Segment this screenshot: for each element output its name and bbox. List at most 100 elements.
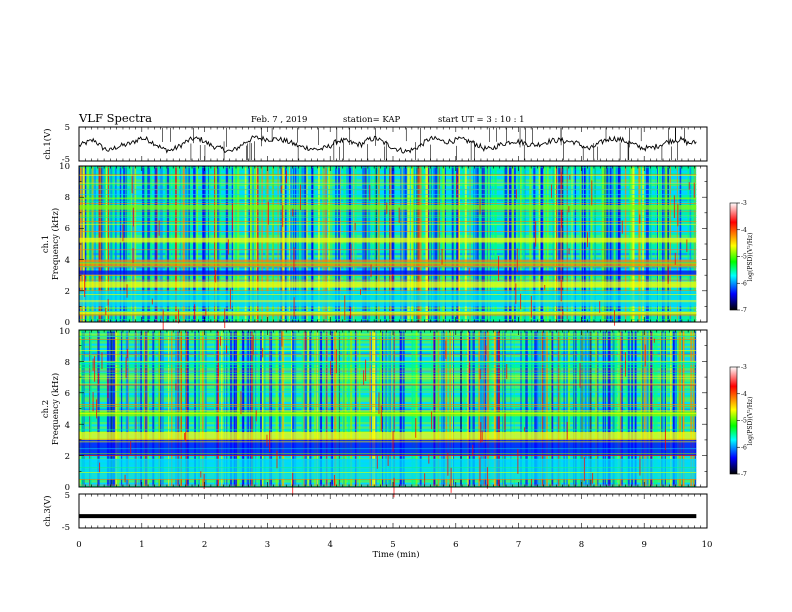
spectrogram-row	[79, 308, 697, 312]
spectrogram-column	[693, 166, 695, 322]
spectrogram-streak	[126, 284, 128, 298]
spectrogram-column	[391, 166, 394, 322]
spectrogram-column	[544, 330, 546, 487]
spectrogram-column	[216, 330, 218, 487]
spectrogram-column	[277, 166, 279, 322]
spectrogram-column	[114, 330, 118, 487]
ch2-ytick-2: 2	[65, 452, 70, 462]
spectrogram-column	[666, 330, 668, 487]
ch1-ytick-0: 0	[65, 318, 70, 328]
spectrogram-row	[79, 179, 697, 182]
spectrogram-column	[198, 330, 200, 487]
spectrogram-streak	[677, 204, 679, 227]
spectrogram-streak	[614, 310, 616, 326]
spectrogram-column	[305, 330, 307, 487]
spectrogram-column	[337, 330, 340, 487]
spectrogram-column	[646, 330, 649, 487]
spectrogram-column	[349, 166, 351, 322]
spectrogram-row	[79, 359, 697, 362]
spectrogram-column	[182, 166, 185, 322]
spectrogram-column	[146, 166, 148, 322]
ch3-waveform-ylabel: ch.3(V)	[42, 495, 53, 526]
spectrogram-streak	[456, 172, 458, 198]
spectrogram-column	[529, 166, 532, 322]
spectrogram-row	[79, 223, 697, 227]
spectrogram-column	[486, 330, 490, 487]
spectrogram-column	[419, 166, 422, 322]
time-tick-label: 4	[327, 540, 332, 550]
spectrogram-column	[305, 330, 308, 487]
spectrogram-column	[330, 330, 334, 487]
spectrogram-streak	[516, 248, 518, 273]
spectrogram-column	[303, 330, 306, 487]
spectrogram-column	[214, 166, 218, 322]
spectrogram-row	[79, 226, 697, 229]
spectrogram-column	[579, 166, 582, 322]
spectrogram-streak	[94, 355, 96, 382]
spectrogram-column	[81, 330, 83, 487]
spectrogram-column	[566, 166, 568, 322]
spectrogram-column	[549, 166, 551, 322]
spectrogram-streak	[673, 195, 675, 219]
spectrogram-column	[346, 166, 348, 322]
spectrogram-streak	[354, 222, 356, 231]
spectrogram-band	[79, 290, 697, 307]
spectrogram-column	[503, 166, 506, 322]
spectrogram-column	[691, 166, 693, 322]
spectrogram-column	[161, 330, 164, 487]
spectrogram-column	[472, 166, 475, 322]
spectrogram-streak	[667, 265, 669, 284]
spectrogram-row	[79, 381, 697, 385]
spectrogram-column	[451, 166, 454, 322]
spectrogram-column	[513, 166, 516, 322]
spectrogram-column	[470, 330, 472, 487]
spectrogram-column	[208, 166, 211, 322]
spectrogram-streak	[281, 330, 283, 347]
spectrogram-column	[192, 166, 196, 322]
spectrogram-column	[214, 166, 216, 322]
spectrogram-column	[224, 330, 225, 487]
spectrogram-column	[133, 166, 135, 322]
spectrogram-column	[478, 330, 481, 487]
spectrogram-row	[79, 395, 697, 398]
spectrogram-column	[536, 330, 539, 487]
spectrogram-column	[615, 330, 617, 487]
spectrogram-column	[254, 166, 256, 322]
ch2-colorbar: -3 -4 -5 -6 -7 log(PSD)(V²/Hz)	[729, 364, 754, 478]
spectrogram-streak	[292, 208, 294, 217]
spectrogram-column	[180, 166, 182, 322]
spectrogram-column	[546, 166, 549, 322]
spectrogram-row	[79, 399, 697, 403]
spectrogram-column	[83, 166, 87, 322]
spectrogram-column	[101, 166, 103, 322]
spectrogram-row	[79, 268, 697, 272]
spectrogram-column	[610, 166, 611, 322]
spectrogram-column	[244, 166, 247, 322]
spectrogram-streak	[107, 378, 109, 398]
ch3-ytick-top: 5	[65, 491, 70, 501]
spectrogram-column	[503, 330, 505, 487]
spectrogram-column	[252, 166, 254, 322]
spectrogram-column	[654, 166, 656, 322]
spectrogram-column	[670, 330, 672, 487]
spectrogram-row	[79, 424, 697, 427]
spectrogram-streak	[431, 411, 433, 430]
time-tick-label: 6	[453, 540, 458, 550]
spectrogram-column	[231, 166, 233, 322]
spectrogram-column	[112, 166, 115, 322]
figure-title: VLF Spectra	[78, 111, 152, 125]
spectrogram-column	[488, 330, 490, 487]
spectrogram-row	[79, 368, 697, 371]
spectrogram-row	[79, 406, 697, 409]
spectrogram-streak	[393, 477, 395, 498]
spectrogram-streak	[535, 221, 537, 247]
spectrogram-column	[681, 330, 683, 487]
spectrogram-column	[551, 330, 554, 487]
spectrogram-column	[509, 166, 512, 322]
spectrogram-column	[302, 166, 305, 322]
spectrogram-column	[214, 330, 216, 487]
spectrogram-column	[343, 166, 346, 322]
spectrogram-column	[654, 330, 656, 487]
spectrogram-row	[79, 215, 697, 218]
spectrogram-column	[445, 330, 448, 487]
